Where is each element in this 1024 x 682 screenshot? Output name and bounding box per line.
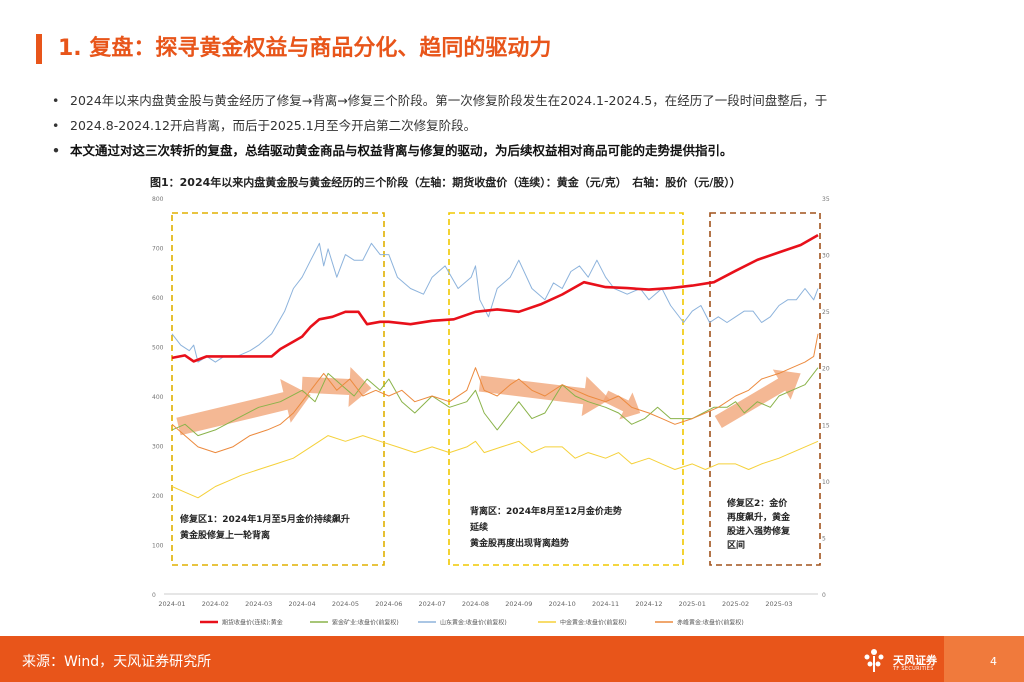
y-left-tick-label: 800 [152,196,164,203]
x-tick-label: 2024-01 [158,600,185,608]
zone-divergence-label: 背离区：2024年8月至12月金价走势 [470,505,622,517]
x-tick-label: 2024-03 [245,600,272,608]
x-tick-label: 2024-08 [462,600,489,608]
y-left-tick-label: 400 [152,394,164,401]
bullet-item: 2024年以来内盘黄金股与黄金经历了修复→背离→修复三个阶段。第一次修复阶段发生… [52,88,972,113]
bullet-item-bold: 本文通过对这三次转折的复盘，总结驱动黄金商品与权益背离与修复的驱动，为后续权益相… [52,138,972,163]
series-line-4 [171,333,819,454]
legend-label: 期货收盘价(连续):黄金 [222,619,283,627]
trend-arrow [301,367,372,407]
brand-name: 天风证券 [893,654,937,667]
x-tick-label: 2025-01 [679,600,706,608]
brand-name-en: TF SECURITIES [893,666,934,672]
y-left-tick-label: 500 [152,345,164,352]
zone-repair-1-label: 黄金股修复上一轮背离 [180,529,270,541]
series-line-0 [171,233,819,363]
series-line-3 [171,435,819,499]
series-line-1 [171,367,819,437]
y-right-tick-label: 20 [822,366,830,373]
legend-label: 紫金矿业:收盘价(前复权) [332,619,399,627]
y-left-tick-label: 700 [152,246,164,253]
x-tick-label: 2025-03 [765,600,792,608]
y-left-tick-label: 100 [152,543,164,550]
zone-divergence-label: 黄金股再度出现背离趋势 [470,537,569,549]
y-right-tick-label: 5 [822,535,826,542]
x-tick-label: 2025-02 [722,600,749,608]
legend-label: 山东黄金:收盘价(前复权) [440,619,507,627]
x-tick-label: 2024-12 [635,600,662,608]
y-left-tick-label: 600 [152,295,164,302]
trend-arrow [176,379,311,436]
y-left-tick-label: 200 [152,493,164,500]
x-tick-label: 2024-07 [419,600,446,608]
x-tick-label: 2024-05 [332,600,359,608]
y-right-tick-label: 0 [822,592,826,599]
title-accent-bar [36,34,42,64]
footer-bar [0,636,1024,682]
brand-logo-icon [864,649,884,672]
zone-repair-1-frame [171,212,385,566]
bullet-list: 2024年以来内盘黄金股与黄金经历了修复→背离→修复三个阶段。第一次修复阶段发生… [52,88,972,163]
page-number: 4 [990,655,997,668]
zone-divergence-label: 延续 [469,521,488,533]
y-right-tick-label: 25 [822,309,830,316]
zone-repair-1-label: 修复区1：2024年1月至5月金价持续飙升 [179,513,350,525]
figure-title: 图1：2024年以来内盘黄金股与黄金经历的三个阶段（左轴：期货收盘价（连续）：黄… [150,176,741,189]
y-right-tick-label: 35 [822,196,830,203]
trend-arrow [714,369,801,429]
bullet-continuation-text: 2024.8-2024.12开启背离，而后于2025.1月至今开启第二次修复阶段… [70,118,477,133]
page-title: 1. 复盘：探寻黄金权益与商品分化、趋同的驱动力 [58,36,552,61]
y-right-tick-label: 10 [822,479,830,486]
x-tick-label: 2024-02 [202,600,229,608]
x-tick-label: 2024-04 [288,600,315,608]
series-line-2 [171,242,819,363]
source-note: 来源：Wind，天风证券研究所 [22,654,212,670]
x-tick-label: 2024-09 [505,600,532,608]
footer-decoration [944,636,1024,682]
zone-divergence-frame [448,212,684,566]
zone-repair-2-frame [709,212,821,566]
x-tick-label: 2024-06 [375,600,402,608]
legend-label: 中金黄金:收盘价(前复权) [560,619,627,627]
trend-arrow [602,390,641,420]
y-left-tick-label: 300 [152,444,164,451]
y-right-tick-label: 30 [822,253,830,260]
zone-repair-2-label: 股进入强势修复 [727,525,791,537]
zone-repair-2-label: 区间 [727,539,745,551]
x-tick-label: 2024-11 [592,600,619,608]
legend-label: 赤峰黄金:收盘价(前复权) [677,619,744,627]
zone-repair-2-label: 再度飙升，黄金 [727,511,791,523]
x-tick-label: 2024-10 [549,600,576,608]
bullet-item-continued: 2024.8-2024.12开启背离，而后于2025.1月至今开启第二次修复阶段… [52,113,972,138]
y-right-tick-label: 15 [822,422,830,429]
y-left-tick-label: 0 [152,592,156,599]
zone-repair-2-label: 修复区2：金价 [726,497,788,509]
